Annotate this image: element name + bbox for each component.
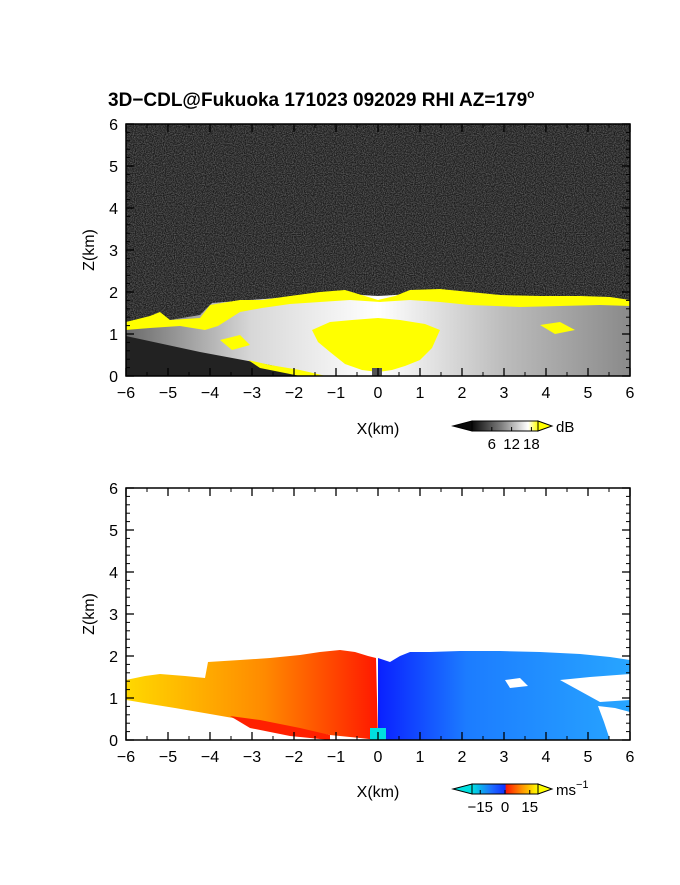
backscatter-colorbar-unit: dB	[556, 419, 574, 436]
backscatter-xtick-label: −5	[159, 385, 177, 402]
velocity-xtick-label: −6	[117, 749, 135, 766]
backscatter-ytick-label: 1	[109, 327, 118, 344]
velocity-panel: −6 −5 −4 −3 −2 −1 0 1 2 3 4 5 6 0 1 2 3 4 5 6 X(km) Z(km) m…	[81, 481, 635, 816]
backscatter-ytick-label: 4	[109, 201, 118, 218]
velocity-negative-region	[378, 651, 630, 740]
backscatter-xtick-label: −6	[117, 385, 135, 402]
backscatter-xtick-label: 3	[500, 385, 509, 402]
velocity-xtick-label: −5	[159, 749, 177, 766]
backscatter-xtick-label: −2	[285, 385, 303, 402]
velocity-ytick-label: 2	[109, 649, 118, 666]
backscatter-xtick-label: 4	[542, 385, 551, 402]
velocity-xtick-label: 4	[542, 749, 551, 766]
backscatter-ytick-label: 3	[109, 243, 118, 260]
backscatter-colorbar-tick-label: 6	[488, 436, 496, 453]
velocity-xtick-label: 0	[374, 749, 383, 766]
velocity-ytick-label: 0	[109, 733, 118, 750]
backscatter-xtick-label: −1	[327, 385, 345, 402]
velocity-xtick-label: −3	[243, 749, 261, 766]
velocity-ytick-label: 3	[109, 607, 118, 624]
velocity-colorbar-unit: ms−1	[556, 779, 589, 799]
figure-title: 3D−CDL@Fukuoka 171023 092029 RHI AZ=179o	[108, 87, 535, 111]
velocity-xtick-label: 1	[416, 749, 425, 766]
velocity-xtick-label: −1	[327, 749, 345, 766]
backscatter-ylabel: Z(km)	[81, 229, 98, 271]
backscatter-xtick-label: −3	[243, 385, 261, 402]
velocity-colorbar: ms−1 −15 0 15	[451, 779, 589, 816]
backscatter-ytick-label: 2	[109, 285, 118, 302]
backscatter-xtick-label: 2	[458, 385, 467, 402]
backscatter-ytick-label: 0	[109, 369, 118, 386]
velocity-colorbar-tick-label: 15	[521, 799, 538, 816]
velocity-ytick-label: 6	[109, 481, 118, 498]
velocity-colorbar-tick-label: 0	[501, 799, 509, 816]
backscatter-xlabel: X(km)	[357, 421, 400, 438]
backscatter-xtick-label: −4	[201, 385, 219, 402]
velocity-xlabel: X(km)	[357, 784, 400, 801]
velocity-xtick-label: 2	[458, 749, 467, 766]
velocity-ylabel: Z(km)	[81, 593, 98, 635]
velocity-xtick-label: −2	[285, 749, 303, 766]
velocity-positive-region	[126, 650, 378, 740]
backscatter-colorbar-tick-label: 18	[523, 436, 540, 453]
backscatter-ytick-label: 6	[109, 117, 118, 134]
backscatter-xtick-label: 6	[626, 385, 635, 402]
backscatter-xtick-label: 0	[374, 385, 383, 402]
velocity-ytick-label: 1	[109, 691, 118, 708]
velocity-xtick-label: 3	[500, 749, 509, 766]
backscatter-ytick-label: 5	[109, 159, 118, 176]
saturated-core	[312, 318, 440, 372]
backscatter-colorbar: dB 6 12 18	[451, 419, 574, 453]
velocity-xtick-label: −4	[201, 749, 219, 766]
backscatter-xtick-label: 5	[584, 385, 593, 402]
velocity-ytick-label: 5	[109, 523, 118, 540]
saturated-layer-top	[126, 289, 630, 330]
backscatter-image	[126, 124, 630, 376]
velocity-xtick-label: 5	[584, 749, 593, 766]
velocity-ytick-label: 4	[109, 565, 118, 582]
velocity-xtick-label: 6	[626, 749, 635, 766]
velocity-colorbar-tick-label: −15	[468, 799, 493, 816]
backscatter-xtick-label: 1	[416, 385, 425, 402]
backscatter-colorbar-tick-label: 12	[503, 436, 520, 453]
velocity-image	[126, 488, 630, 740]
